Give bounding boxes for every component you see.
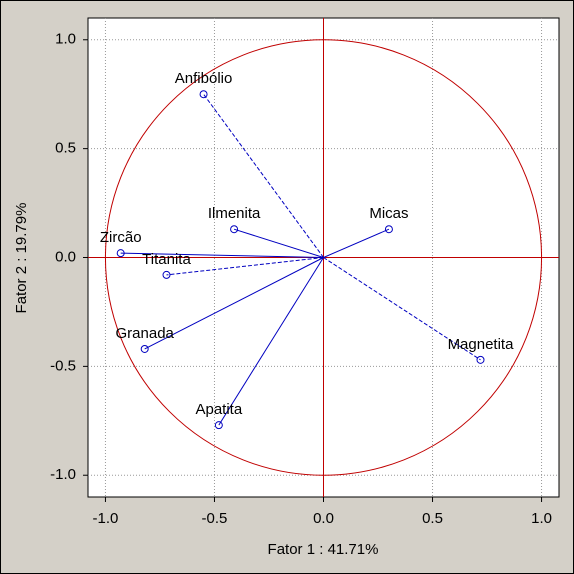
point	[199, 90, 208, 99]
point	[116, 249, 125, 258]
point-label: Titanita	[142, 251, 191, 268]
y-axis-label: Fator 2 : 19.79%	[13, 203, 30, 314]
point	[230, 225, 239, 234]
y-tick-label: -0.5	[50, 357, 76, 374]
point-label: Magnetita	[448, 336, 515, 353]
loading-vector	[233, 228, 324, 258]
x-tick-label: -0.5	[202, 510, 228, 527]
point-label: Anfibólio	[175, 70, 233, 87]
x-tick-label: 0.0	[313, 510, 334, 527]
loading-vector	[218, 257, 324, 426]
y-tick-label: 1.0	[55, 31, 76, 48]
point	[476, 355, 485, 364]
point	[162, 270, 171, 279]
point-label: Ilmenita	[208, 205, 261, 222]
x-axis-label: Fator 1 : 41.71%	[268, 541, 379, 558]
x-tick-label: 0.5	[422, 510, 443, 527]
loading-vector	[323, 257, 481, 361]
y-tick-label: 0.0	[55, 248, 76, 265]
y-tick-label: -1.0	[50, 466, 76, 483]
loading-vector	[144, 257, 324, 350]
point-label: Apatita	[195, 401, 242, 418]
x-tick-label: 1.0	[531, 510, 552, 527]
loading-vector	[120, 252, 324, 258]
point	[384, 225, 393, 234]
point	[140, 344, 149, 353]
point-label: Zircão	[100, 229, 142, 246]
x-tick-label: -1.0	[93, 510, 119, 527]
point-label: Micas	[369, 205, 408, 222]
loading-vector	[166, 257, 324, 276]
loading-vector	[323, 228, 390, 258]
loading-vector	[203, 93, 324, 258]
point	[214, 421, 223, 430]
point-label: Granada	[116, 325, 175, 342]
y-tick-label: 0.5	[55, 140, 76, 157]
